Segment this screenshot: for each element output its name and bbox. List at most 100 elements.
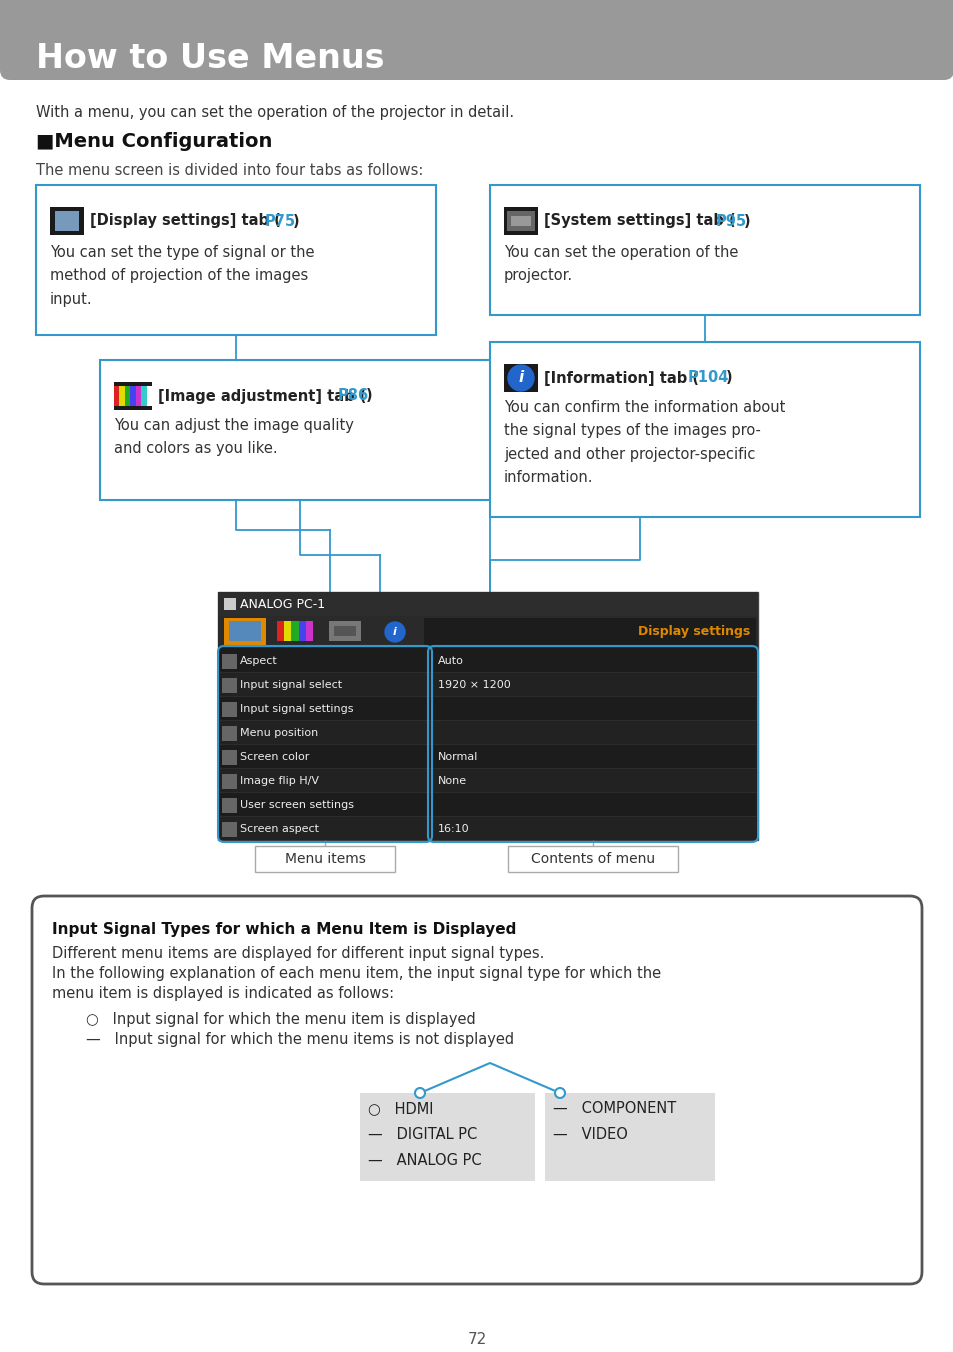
Bar [506, 211, 535, 231]
Bar [220, 744, 430, 768]
Bar [222, 773, 236, 790]
Text: In the following explanation of each menu item, the input signal type for which : In the following explanation of each men… [52, 965, 660, 982]
Text: P86: P86 [337, 388, 369, 403]
Text: Normal: Normal [437, 752, 477, 763]
Text: 1920 × 1200: 1920 × 1200 [437, 680, 510, 690]
Text: —   VIDEO: — VIDEO [553, 1128, 627, 1142]
Bar [220, 768, 430, 792]
Text: 16:10: 16:10 [437, 823, 469, 834]
Circle shape [385, 622, 405, 642]
Bar [329, 621, 360, 641]
Text: ): ) [366, 388, 373, 403]
Bar [229, 621, 261, 641]
Bar [113, 383, 152, 410]
Bar [131, 387, 135, 406]
Bar [50, 207, 84, 235]
Text: ): ) [725, 370, 732, 385]
Bar [220, 721, 430, 744]
Bar [55, 211, 79, 231]
Text: Screen color: Screen color [240, 752, 309, 763]
Bar [430, 696, 755, 721]
Bar [0, 0, 953, 41]
Bar [218, 617, 758, 648]
Bar [374, 618, 416, 646]
Bar [222, 702, 236, 717]
Text: Screen aspect: Screen aspect [240, 823, 318, 834]
Bar [222, 798, 236, 813]
Bar [503, 364, 537, 392]
Bar [306, 621, 313, 641]
Bar [220, 648, 430, 672]
Text: menu item is displayed is indicated as follows:: menu item is displayed is indicated as f… [52, 986, 394, 1000]
Bar [507, 846, 678, 872]
Text: 72: 72 [467, 1332, 486, 1347]
Bar [430, 744, 755, 768]
Text: How to Use Menus: How to Use Menus [36, 42, 384, 74]
Bar [511, 216, 531, 226]
Text: P75: P75 [265, 214, 295, 228]
Text: Input signal settings: Input signal settings [240, 704, 354, 714]
Text: ○   HDMI: ○ HDMI [368, 1101, 433, 1115]
Bar [220, 792, 430, 817]
Text: [System settings] tab (: [System settings] tab ( [543, 214, 735, 228]
Text: Menu position: Menu position [240, 727, 318, 738]
Bar [218, 592, 758, 840]
Text: Input Signal Types for which a Menu Item is Displayed: Input Signal Types for which a Menu Item… [52, 922, 516, 937]
Text: You can set the operation of the
projector.: You can set the operation of the project… [503, 245, 738, 284]
Text: P104: P104 [687, 370, 729, 385]
Bar [222, 726, 236, 741]
Bar [224, 618, 266, 646]
Text: Auto: Auto [437, 656, 463, 667]
Circle shape [555, 1088, 564, 1098]
Circle shape [415, 1088, 424, 1098]
Text: [Information] tab (: [Information] tab ( [543, 370, 699, 385]
Bar [430, 817, 755, 840]
Bar [503, 207, 537, 235]
Bar [291, 621, 298, 641]
Bar [544, 1092, 714, 1182]
Text: ○   Input signal for which the menu item is displayed: ○ Input signal for which the menu item i… [86, 1013, 476, 1028]
Bar [113, 387, 119, 406]
Text: Contents of menu: Contents of menu [531, 852, 655, 867]
FancyBboxPatch shape [32, 896, 921, 1284]
Text: —   ANALOG PC: — ANALOG PC [368, 1153, 481, 1168]
Text: Input signal select: Input signal select [240, 680, 342, 690]
Bar [254, 846, 395, 872]
Circle shape [507, 365, 534, 391]
Text: ): ) [743, 214, 750, 228]
Bar [141, 387, 147, 406]
Text: ): ) [293, 214, 299, 228]
Bar [430, 721, 755, 744]
Text: Display settings: Display settings [638, 626, 749, 638]
Bar [334, 626, 355, 635]
Text: You can confirm the information about
the signal types of the images pro-
jected: You can confirm the information about th… [503, 400, 784, 485]
Bar [100, 360, 499, 500]
Bar [147, 387, 152, 406]
Bar [430, 672, 755, 696]
Text: —   COMPONENT: — COMPONENT [553, 1101, 676, 1115]
Text: —   DIGITAL PC: — DIGITAL PC [368, 1128, 476, 1142]
Bar [220, 817, 430, 840]
Bar [135, 387, 141, 406]
Bar [490, 185, 919, 315]
Text: Image flip H/V: Image flip H/V [240, 776, 318, 786]
Bar [274, 618, 315, 646]
Text: i: i [517, 370, 523, 385]
Bar [423, 618, 755, 646]
Bar [298, 621, 306, 641]
Text: ANALOG PC-1: ANALOG PC-1 [240, 598, 325, 611]
Bar [125, 387, 131, 406]
Text: The menu screen is divided into four tabs as follows:: The menu screen is divided into four tab… [36, 164, 423, 178]
Bar [224, 598, 235, 610]
Text: Aspect: Aspect [240, 656, 277, 667]
Text: None: None [437, 776, 467, 786]
Bar [359, 1092, 535, 1182]
Text: ■Menu Configuration: ■Menu Configuration [36, 132, 273, 151]
Bar [430, 648, 755, 672]
Bar [222, 654, 236, 669]
Text: i: i [393, 627, 396, 637]
Bar [222, 677, 236, 694]
Bar [218, 592, 758, 617]
FancyBboxPatch shape [0, 0, 953, 80]
Circle shape [415, 1088, 424, 1098]
